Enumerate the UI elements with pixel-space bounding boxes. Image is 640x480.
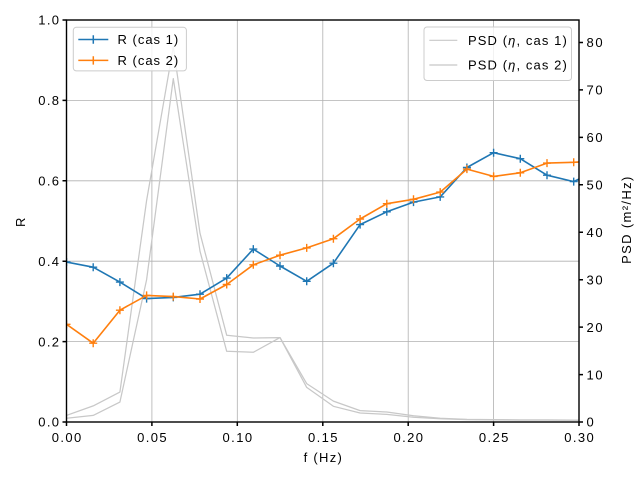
svg-text:PSD (η, cas 2): PSD (η, cas 2) xyxy=(468,58,568,73)
svg-text:0.05: 0.05 xyxy=(137,430,168,445)
svg-text:0.0: 0.0 xyxy=(38,415,60,430)
svg-text:60: 60 xyxy=(587,130,605,145)
svg-text:0: 0 xyxy=(587,415,596,430)
svg-text:0.4: 0.4 xyxy=(38,254,60,269)
svg-text:0.25: 0.25 xyxy=(479,430,510,445)
svg-text:1.0: 1.0 xyxy=(38,13,60,28)
svg-text:0.8: 0.8 xyxy=(38,93,60,108)
svg-text:R (cas 2): R (cas 2) xyxy=(118,53,180,68)
svg-text:30: 30 xyxy=(587,272,605,287)
svg-text:70: 70 xyxy=(587,83,605,98)
svg-text:40: 40 xyxy=(587,225,605,240)
svg-text:R (cas 1): R (cas 1) xyxy=(118,32,180,47)
svg-text:20: 20 xyxy=(587,320,605,335)
svg-text:PSD (m²/Hz): PSD (m²/Hz) xyxy=(619,175,634,264)
svg-text:R: R xyxy=(13,218,28,227)
svg-text:0.20: 0.20 xyxy=(393,430,424,445)
svg-text:PSD (η, cas 1): PSD (η, cas 1) xyxy=(468,33,568,48)
svg-text:0.10: 0.10 xyxy=(223,430,254,445)
svg-text:50: 50 xyxy=(587,178,605,193)
svg-text:f (Hz): f (Hz) xyxy=(304,450,344,465)
svg-text:10: 10 xyxy=(587,367,605,382)
svg-text:0.30: 0.30 xyxy=(564,430,595,445)
svg-text:0.15: 0.15 xyxy=(308,430,339,445)
svg-text:80: 80 xyxy=(587,35,605,50)
svg-text:0.00: 0.00 xyxy=(52,430,83,445)
svg-text:0.6: 0.6 xyxy=(38,174,60,189)
svg-text:0.2: 0.2 xyxy=(38,334,60,349)
